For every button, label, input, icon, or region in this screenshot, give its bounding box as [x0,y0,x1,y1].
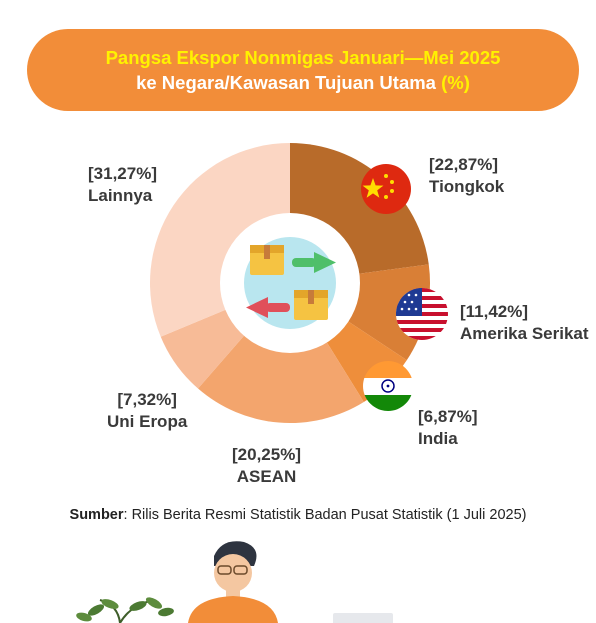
source-text: : Rilis Berita Resmi Statistik Badan Pus… [123,507,527,523]
category-label-uni-eropa: Uni Eropa [107,412,188,431]
chart-title-line2-text: ke Negara/Kawasan Tujuan Utama [136,72,436,93]
title-banner: Pangsa Ekspor Nonmigas Januari—Mei 2025 … [27,29,579,111]
label-tiongkok: [22,87%] Tiongkok [429,154,504,198]
plant-illustration [76,597,174,623]
source-label: Sumber [69,507,124,523]
chart-unit: (%) [441,72,470,93]
category-label-asean: ASEAN [236,467,297,486]
slice-asean [198,283,364,423]
value-label-tiongkok: [22,87%] [429,155,498,174]
label-amerika-serikat: [11,42%] Amerika Serikat [460,301,589,345]
value-label-uni-eropa: [7,32%] [117,390,177,409]
value-label-lainnya: [31,27%] [88,164,157,183]
value-label-india: [6,87%] [418,407,478,426]
laptop-illustration [333,613,393,623]
chart-title-line2: ke Negara/Kawasan Tujuan Utama (%) [27,70,579,95]
trade-boxes-arrows-icon [244,237,336,329]
china-flag-icon [361,164,411,214]
category-label-tiongkok: Tiongkok [429,177,505,196]
label-uni-eropa: [7,32%] Uni Eropa [107,389,187,433]
chart-title-line1: Pangsa Ekspor Nonmigas Januari—Mei 2025 [105,47,501,68]
usa-flag-icon [396,288,448,340]
label-asean: [20,25%] ASEAN [232,444,301,488]
category-label-india: India [418,429,458,448]
india-flag-icon [363,361,413,411]
value-label-amerika-serikat: [11,42%] [460,302,529,321]
category-label-lainnya: Lainnya [88,186,153,205]
value-label-asean: [20,25%] [232,445,301,464]
label-lainnya: [31,27%] Lainnya [88,163,157,207]
label-india: [6,87%] India [418,406,478,450]
person-illustration [188,541,278,623]
source-note: Sumber: Rilis Berita Resmi Statistik Bad… [0,507,596,523]
category-label-amerika-serikat: Amerika Serikat [460,324,589,343]
